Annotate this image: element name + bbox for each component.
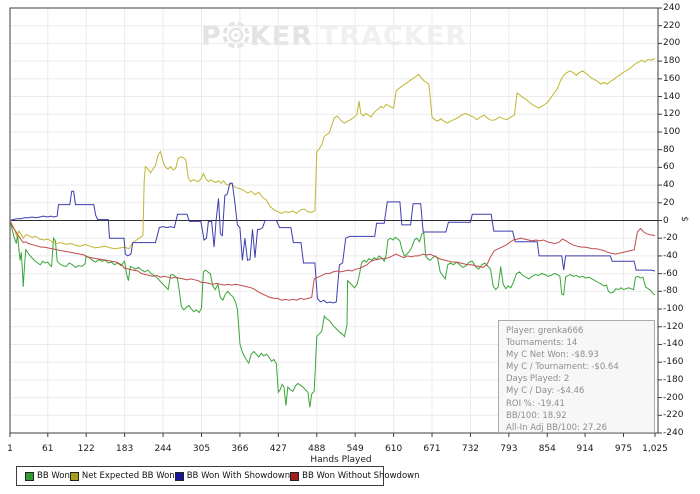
y-tick-label: 180 — [663, 56, 681, 67]
stat-line: ROI %: -19.41 — [506, 398, 565, 409]
x-tick-label: 427 — [269, 444, 287, 454]
legend-item-bb-won-without-showdown: BB Won Without Showdown — [290, 471, 420, 481]
x-tick-label: 549 — [346, 444, 364, 454]
y-tick-label: 0 — [663, 215, 669, 226]
x-tick-label: 305 — [192, 444, 211, 454]
x-tick-label: 732 — [461, 444, 480, 454]
y-tick-label: -220 — [663, 410, 684, 421]
legend-item-bb-won-with-showdown: BB Won With Showdown — [174, 471, 291, 481]
legend-swatch — [25, 471, 34, 481]
y-tick-label: -140 — [663, 339, 684, 350]
y-tick-label: 40 — [663, 180, 675, 191]
legend-label: Net Expected BB Won — [81, 471, 175, 481]
series-line-net-expected-bb-won — [9, 58, 656, 250]
x-tick-label: 366 — [231, 444, 249, 454]
stat-line: My C Net Won: -$8.93 — [506, 350, 599, 361]
y-tick-label: -160 — [663, 357, 684, 368]
x-tick-label: 488 — [308, 444, 326, 454]
y-tick-label: -120 — [663, 321, 684, 332]
x-tick-label: 61 — [42, 444, 54, 454]
stat-line: BB/100: 18.92 — [506, 410, 567, 421]
stat-line: My C / Day: -$4.46 — [506, 386, 585, 397]
player-stats-box: Player: grenka666 Tournaments: 14 My C Net… — [498, 320, 655, 433]
stat-line: Player: grenka666 — [506, 326, 584, 336]
y-tick-label: 240 — [663, 3, 681, 13]
y-tick-label: 220 — [663, 20, 681, 31]
y-tick-label: 80 — [663, 144, 675, 155]
y-tick-label: 120 — [663, 109, 681, 120]
y-tick-label: 140 — [663, 91, 681, 102]
x-tick-label: 244 — [154, 444, 172, 454]
y-tick-label: 160 — [663, 73, 681, 84]
y-tick-label: 100 — [663, 126, 681, 137]
x-tick-label: 1 — [7, 444, 13, 454]
stat-line: Tournaments: 14 — [506, 338, 578, 349]
y-tick-label: -60 — [663, 268, 678, 279]
x-tick-label: 183 — [116, 444, 134, 454]
x-tick-label: 610 — [385, 444, 403, 454]
x-axis-title: Hands Played — [310, 455, 372, 465]
y-tick-label: 60 — [663, 162, 675, 173]
x-tick-label: 975 — [614, 444, 633, 454]
legend-swatch — [174, 471, 184, 481]
x-tick-label: 914 — [576, 444, 594, 454]
poker-chip-icon — [222, 21, 250, 49]
x-tick-label: 793 — [500, 444, 518, 454]
legend-swatch — [69, 471, 79, 481]
legend-label: BB Won — [37, 471, 70, 481]
watermark-poker-p: P — [200, 21, 222, 52]
y-tick-label: -200 — [663, 392, 684, 403]
legend-swatch — [290, 471, 300, 481]
x-tick-label: 854 — [538, 444, 556, 454]
stat-line: All-In Adj BB/100: 27.26 — [506, 422, 607, 433]
x-tick-label: 122 — [77, 444, 95, 454]
y-tick-label: 200 — [663, 38, 681, 49]
series-line-bb-won-with-showdown — [9, 182, 656, 304]
y-tick-label: -100 — [663, 304, 684, 315]
series-line-bb-won-without-showdown — [9, 220, 656, 301]
legend: BB Won Net Expected BB Won BB Won With Sho… — [16, 466, 420, 486]
legend-label: BB Won With Showdown — [186, 471, 291, 481]
y-tick-label: -20 — [663, 233, 678, 244]
y-tick-label: -80 — [663, 286, 678, 297]
legend-item-net-expected-bb-won: Net Expected BB Won — [69, 471, 175, 481]
y-tick-label: 20 — [663, 197, 675, 208]
legend-item-bb-won: BB Won — [25, 471, 70, 481]
legend-label: BB Won Without Showdown — [302, 471, 420, 481]
stat-line: My C / Tournament: -$0.64 — [506, 362, 619, 373]
x-tick-label: 671 — [423, 444, 441, 454]
y-tick-label: -180 — [663, 374, 684, 385]
x-tick-label: 1,025 — [642, 444, 668, 454]
series-line-bb-won — [9, 220, 656, 408]
stat-line: Days Played: 2 — [506, 374, 570, 385]
y-tick-label: -240 — [663, 428, 684, 438]
y-tick-label: -40 — [663, 250, 678, 261]
